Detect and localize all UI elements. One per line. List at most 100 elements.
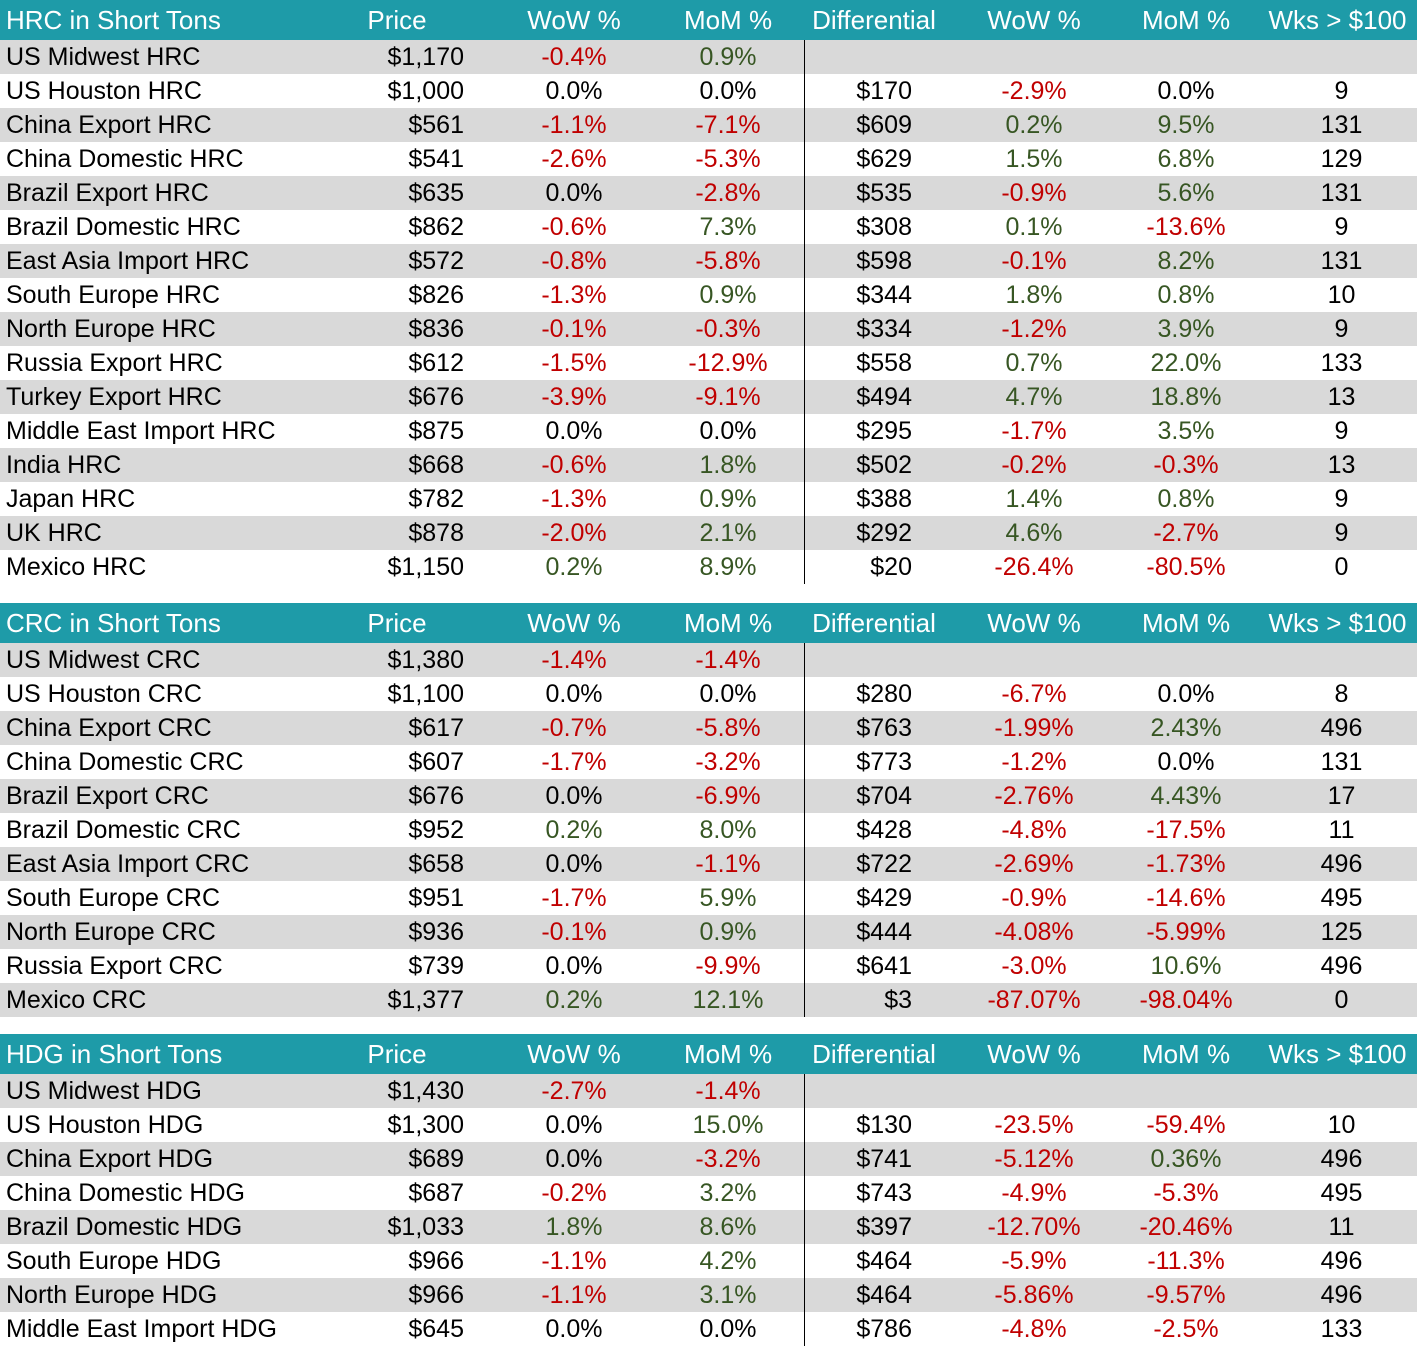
price-value: $668 xyxy=(408,451,464,479)
price-value: $951 xyxy=(408,884,464,912)
column-header-diff-wow: WoW % xyxy=(987,608,1081,638)
differential-mom-change: -11.3% xyxy=(1147,1247,1225,1275)
table-row: North Europe CRC $936 -0.1% 0.9% $444 -4.08% -… xyxy=(0,915,1417,949)
mom-change: 12.1% xyxy=(692,986,764,1014)
weeks-over-100: 495 xyxy=(1320,1179,1363,1207)
wow-change: -1.5% xyxy=(541,349,607,377)
mom-change: 0.0% xyxy=(699,77,757,105)
table-row: Japan HRC $782 -1.3% 0.9% $388 1.4% 0.8% 9 xyxy=(0,482,1417,516)
column-header-diff-mom: MoM % xyxy=(1141,608,1231,638)
weeks-over-100: 9 xyxy=(1334,519,1349,547)
differential-mom-change: 2.43% xyxy=(1150,714,1222,742)
table-row: East Asia Import HRC $572 -0.8% -5.8% $598 -0… xyxy=(0,244,1417,278)
differential-wow-change: -5.86% xyxy=(994,1281,1074,1309)
mom-change: -5.8% xyxy=(695,247,761,275)
section-title: HDG in Short Tons xyxy=(6,1039,223,1069)
differential-value: $722 xyxy=(856,850,912,878)
weeks-over-100: 496 xyxy=(1320,1281,1363,1309)
weeks-over-100: 0 xyxy=(1334,553,1349,581)
column-header-price: Price xyxy=(367,608,427,638)
table-row: South Europe HDG $966 -1.1% 4.2% $464 -5.9% -1… xyxy=(0,1244,1417,1278)
weeks-over-100: 9 xyxy=(1334,485,1349,513)
wow-change: 1.8% xyxy=(545,1213,603,1241)
differential-value: $741 xyxy=(856,1145,912,1173)
table-row: Russia Export HRC $612 -1.5% -12.9% $558 0.7%… xyxy=(0,346,1417,380)
price-value: $1,380 xyxy=(387,646,464,674)
mom-change: -6.9% xyxy=(695,782,761,810)
mom-change: 1.8% xyxy=(699,451,757,479)
differential-mom-change: -1.73% xyxy=(1146,850,1226,878)
column-divider xyxy=(804,643,805,1017)
differential-mom-change: 10.6% xyxy=(1150,952,1222,980)
differential-value: $786 xyxy=(856,1315,912,1343)
differential-wow-change: -2.9% xyxy=(1001,77,1067,105)
table-row: US Houston HDG $1,300 0.0% 15.0% $130 -23.5% -… xyxy=(0,1108,1417,1142)
differential-wow-change: -1.99% xyxy=(994,714,1074,742)
differential-value: $429 xyxy=(856,884,912,912)
product-name: US Houston HRC xyxy=(6,77,202,105)
differential-mom-change: -5.99% xyxy=(1146,918,1226,946)
differential-wow-change: -2.76% xyxy=(994,782,1074,810)
price-value: $878 xyxy=(408,519,464,547)
differential-mom-change: 0.0% xyxy=(1157,77,1215,105)
weeks-over-100: 125 xyxy=(1320,918,1363,946)
differential-value: $295 xyxy=(856,417,912,445)
differential-mom-change: -20.46% xyxy=(1139,1213,1233,1241)
column-header-differential: Differential xyxy=(812,5,936,35)
column-header-wow: WoW % xyxy=(527,1039,621,1069)
wow-change: 0.2% xyxy=(545,986,603,1014)
wow-change: -1.1% xyxy=(541,111,607,139)
wow-change: 0.0% xyxy=(545,1111,603,1139)
mom-change: -0.3% xyxy=(695,315,761,343)
table-row: East Asia Import CRC $658 0.0% -1.1% $722 -2.… xyxy=(0,847,1417,881)
price-value: $875 xyxy=(408,417,464,445)
differential-wow-change: -2.69% xyxy=(994,850,1074,878)
weeks-over-100: 496 xyxy=(1320,952,1363,980)
mom-change: -5.3% xyxy=(695,145,761,173)
weeks-over-100: 9 xyxy=(1334,315,1349,343)
weeks-over-100: 9 xyxy=(1334,213,1349,241)
weeks-over-100: 496 xyxy=(1320,1247,1363,1275)
differential-value: $743 xyxy=(856,1179,912,1207)
wow-change: -1.1% xyxy=(541,1247,607,1275)
table-row: Brazil Domestic HDG $1,033 1.8% 8.6% $397 -12… xyxy=(0,1210,1417,1244)
product-name: UK HRC xyxy=(6,519,102,547)
differential-wow-change: -4.9% xyxy=(1001,1179,1067,1207)
differential-wow-change: 1.8% xyxy=(1005,281,1063,309)
table-row: South Europe HRC $826 -1.3% 0.9% $344 1.8% 0.8… xyxy=(0,278,1417,312)
table-row: North Europe HDG $966 -1.1% 3.1% $464 -5.86% -… xyxy=(0,1278,1417,1312)
differential-value: $598 xyxy=(856,247,912,275)
differential-value: $20 xyxy=(870,553,912,581)
product-name: Middle East Import HDG xyxy=(6,1315,277,1343)
differential-value: $388 xyxy=(856,485,912,513)
differential-mom-change: -98.04% xyxy=(1139,986,1233,1014)
mom-change: 0.0% xyxy=(699,1315,757,1343)
product-name: China Export HRC xyxy=(6,111,212,139)
price-value: $572 xyxy=(408,247,464,275)
mom-change: -9.9% xyxy=(695,952,761,980)
differential-mom-change: -59.4% xyxy=(1146,1111,1226,1139)
price-value: $952 xyxy=(408,816,464,844)
product-name: Russia Export CRC xyxy=(6,952,223,980)
product-name: Turkey Export HRC xyxy=(6,383,222,411)
differential-value: $130 xyxy=(856,1111,912,1139)
differential-wow-change: -0.1% xyxy=(1001,247,1067,275)
differential-value: $292 xyxy=(856,519,912,547)
product-name: US Houston HDG xyxy=(6,1111,204,1139)
price-value: $1,033 xyxy=(387,1213,464,1241)
differential-mom-change: -9.57% xyxy=(1146,1281,1226,1309)
price-value: $689 xyxy=(408,1145,464,1173)
wow-change: -1.1% xyxy=(541,1281,607,1309)
price-value: $645 xyxy=(408,1315,464,1343)
table-row: Turkey Export HRC $676 -3.9% -9.1% $494 4.7% 1… xyxy=(0,380,1417,414)
differential-wow-change: 1.5% xyxy=(1005,145,1063,173)
price-value: $782 xyxy=(408,485,464,513)
wow-change: -2.7% xyxy=(541,1077,607,1105)
mom-change: 5.9% xyxy=(699,884,757,912)
mom-change: 0.0% xyxy=(699,417,757,445)
table-row: China Domestic HDG $687 -0.2% 3.2% $743 -4.9%… xyxy=(0,1176,1417,1210)
product-name: China Export CRC xyxy=(6,714,212,742)
product-name: US Midwest HDG xyxy=(6,1077,202,1105)
column-header-mom: MoM % xyxy=(683,1039,773,1069)
weeks-over-100: 17 xyxy=(1327,782,1356,810)
